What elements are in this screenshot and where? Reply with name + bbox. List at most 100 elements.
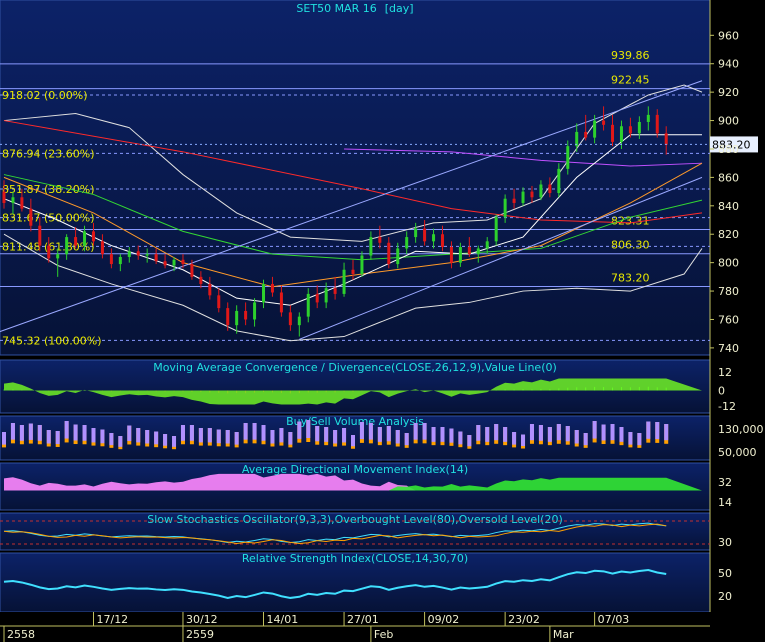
candle-body (628, 126, 632, 134)
candle-body (512, 198, 516, 203)
volume-buy-bar (413, 423, 418, 440)
period-label: Mar (553, 628, 574, 641)
volume-title: Buy/Sell Volume Analysis (286, 415, 424, 428)
candle-body (109, 254, 113, 265)
fib-label: 745.32 (100.00%) (2, 334, 102, 347)
candle-body (145, 254, 149, 256)
candle-body (539, 184, 543, 198)
bollinger-upper (3, 84, 703, 242)
volume-buy-bar (619, 427, 624, 442)
candle-body (602, 120, 606, 125)
period-label: Feb (374, 628, 393, 641)
volume-buy-bar (637, 433, 642, 446)
candle-body (199, 276, 203, 284)
candle-body (655, 114, 659, 134)
candle-body (306, 293, 310, 317)
volume-buy-bar (494, 424, 499, 441)
volume-buy-bar (91, 428, 96, 443)
volume-buy-bar (592, 421, 597, 439)
candle-body (127, 251, 131, 257)
candle-body (485, 241, 489, 249)
candle-body (360, 255, 364, 275)
candle-body (521, 191, 525, 203)
candle-body (637, 121, 641, 134)
volume-buy-bar (100, 429, 105, 444)
moving-average-line (3, 120, 703, 224)
rsi-title: Relative Strength Index(CLOSE,14,30,70) (242, 552, 468, 565)
volume-buy-bar (234, 432, 239, 445)
volume-buy-bar (342, 428, 347, 443)
volume-buy-bar (172, 436, 177, 447)
fib-label: 831.67 (50.00%) (2, 212, 95, 225)
price-tick-label: 840 (718, 200, 739, 213)
volume-buy-bar (386, 426, 391, 442)
candle-body (494, 217, 498, 242)
volume-buy-bar (368, 423, 373, 440)
volume-buy-bar (583, 433, 588, 446)
price-tick-label: 900 (718, 115, 739, 128)
candle-body (378, 237, 382, 243)
volume-buy-bar (512, 432, 517, 445)
candle-body (646, 114, 650, 122)
candle-body (217, 295, 221, 309)
price-tick-label: 860 (718, 171, 739, 184)
volume-buy-bar (458, 431, 463, 445)
candle-body (351, 269, 355, 275)
candle-body (29, 208, 33, 226)
candle-body (414, 228, 418, 238)
adx-tick-label: 14 (718, 496, 732, 509)
volume-buy-bar (189, 425, 194, 441)
volume-buy-bar (485, 427, 490, 442)
level-label: 806.30 (611, 239, 650, 252)
volume-buy-bar (521, 434, 526, 446)
volume-buy-bar (306, 420, 311, 438)
volume-buy-bar (628, 432, 633, 445)
volume-buy-bar (610, 424, 615, 441)
volume-buy-bar (529, 424, 534, 441)
volume-buy-bar (422, 423, 427, 440)
volume-buy-bar (646, 421, 651, 439)
volume-buy-bar (565, 426, 570, 442)
candle-body (584, 131, 588, 138)
candle-body (664, 133, 668, 145)
moving-average-line (344, 148, 703, 167)
candle-body (244, 310, 248, 320)
level-label: 783.20 (611, 272, 650, 285)
volume-buy-bar (547, 427, 552, 442)
rsi-tick-label: 50 (718, 567, 732, 580)
candle-body (432, 234, 436, 242)
volume-buy-bar (574, 430, 579, 444)
volume-buy-bar (180, 425, 185, 441)
candle-body (11, 197, 15, 203)
volume-buy-bar (440, 427, 445, 442)
volume-buy-bar (538, 425, 543, 441)
candle-body (47, 245, 51, 259)
candle-body (575, 131, 579, 147)
candle-body (458, 247, 462, 263)
volume-buy-bar (216, 429, 221, 444)
candle-body (369, 237, 373, 256)
volume-buy-bar (127, 425, 132, 442)
volume-buy-bar (359, 422, 364, 440)
volume-buy-bar (261, 425, 266, 441)
candle-body (172, 259, 176, 266)
volume-tick-label: 50,000 (718, 446, 757, 459)
candle-body (279, 292, 283, 313)
volume-buy-bar (118, 436, 123, 447)
volume-buy-bar (297, 421, 302, 439)
volume-buy-bar (431, 427, 436, 442)
candle-body (65, 237, 69, 255)
candle-body (181, 259, 185, 265)
panel-bg (0, 552, 711, 613)
volume-buy-bar (351, 435, 355, 447)
volume-buy-bar (324, 427, 329, 442)
price-tick-label: 740 (718, 342, 739, 355)
rsi-line (3, 569, 667, 599)
volume-buy-bar (476, 425, 481, 441)
candle-body (548, 184, 552, 194)
candle-body (342, 269, 346, 294)
x-axis-bg (0, 612, 765, 642)
fib-label: 876.94 (23.60%) (2, 147, 95, 160)
macd-tick-label: -12 (718, 400, 736, 413)
volume-buy-bar (19, 425, 24, 441)
